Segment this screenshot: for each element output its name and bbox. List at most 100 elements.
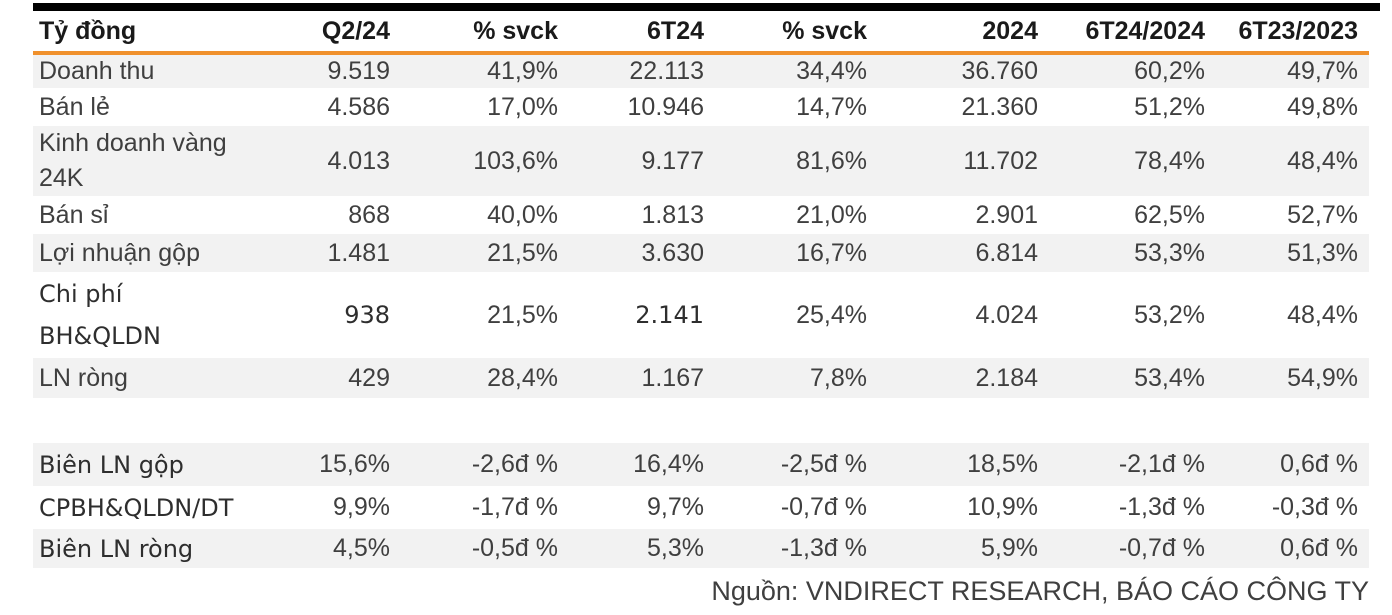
cell-value: 53,4% xyxy=(1134,363,1205,392)
header-6t24-vs-2024: 6T24/2024 xyxy=(1085,16,1205,45)
row-label xyxy=(33,398,248,443)
cell-value: 51,2% xyxy=(1134,92,1205,121)
row-label: Bán sỉ xyxy=(39,200,109,229)
cell-value: 5,9% xyxy=(981,534,1038,562)
header-6t24: 6T24 xyxy=(647,16,704,45)
cell-value: 62,5% xyxy=(1134,200,1205,229)
cell-value: -0,3đ % xyxy=(1271,493,1358,521)
cell-value: 3.630 xyxy=(641,238,704,267)
cell-value: 25,4% xyxy=(796,300,867,329)
cell-value: 40,0% xyxy=(487,200,558,229)
cell-value: 0,6đ % xyxy=(1280,534,1358,562)
cell-value: 16,4% xyxy=(633,450,704,478)
table-row-bien-ln-gop: Biên LN gộp 15,6% -2,6đ % 16,4% -2,5đ % … xyxy=(33,443,1369,486)
cell-value: 1.167 xyxy=(641,363,704,392)
cell-value: -1,7đ % xyxy=(471,493,558,521)
table-header: Tỷ đồng Q2/24 % svck 6T24 % svck 2024 6T… xyxy=(33,11,1369,53)
cell-value: 48,4% xyxy=(1287,146,1358,175)
table-row-spacer xyxy=(33,398,1369,443)
header-2024: 2024 xyxy=(982,16,1038,45)
cell-value: 18,5% xyxy=(967,450,1038,478)
cell-value: -0,7đ % xyxy=(780,493,867,521)
cell-value: 21,5% xyxy=(487,300,558,329)
row-label: Lợi nhuận gộp xyxy=(39,238,200,267)
row-label: Bán lẻ xyxy=(39,92,110,121)
cell-value xyxy=(558,398,704,443)
cell-value: 4.024 xyxy=(975,300,1038,329)
source-attribution: Nguồn: VNDIRECT RESEARCH, BÁO CÁO CÔNG T… xyxy=(711,576,1369,606)
cell-value: 2.184 xyxy=(975,363,1038,392)
cell-value: 28,4% xyxy=(487,363,558,392)
cell-value: 49,7% xyxy=(1287,57,1358,85)
cell-value: 868 xyxy=(348,200,390,229)
table-body: Doanh thu 9.519 41,9% 22.113 34,4% 36.76… xyxy=(33,53,1369,568)
cell-value: 7,8% xyxy=(810,363,867,392)
header-q2-24: Q2/24 xyxy=(321,16,390,45)
cell-value: 48,4% xyxy=(1287,300,1358,329)
financial-results-table: Tỷ đồng Q2/24 % svck 6T24 % svck 2024 6T… xyxy=(33,11,1369,568)
cell-value: 2.901 xyxy=(975,200,1038,229)
cell-value xyxy=(1205,398,1369,443)
cell-value: 10.946 xyxy=(627,92,704,121)
table-row-bien-ln-rong: Biên LN ròng 4,5% -0,5đ % 5,3% -1,3đ % 5… xyxy=(33,529,1369,568)
table-row-chi-phi-bh-qldn: Chi phí BH&QLDN 938 21,5% 2.141 25,4% 4.… xyxy=(33,272,1369,358)
row-label: LN ròng xyxy=(39,363,128,392)
cell-value: -0,7đ % xyxy=(1118,534,1205,562)
header-row: Tỷ đồng Q2/24 % svck 6T24 % svck 2024 6T… xyxy=(33,11,1369,53)
cell-value: 103,6% xyxy=(473,146,558,175)
cell-value xyxy=(1038,398,1205,443)
cell-value: 34,4% xyxy=(796,57,867,85)
cell-value: 53,3% xyxy=(1134,238,1205,267)
cell-value: 41,9% xyxy=(487,57,558,85)
header-yoy-6t: % svck xyxy=(782,16,867,45)
row-label: Kinh doanh vàng 24K xyxy=(39,129,227,192)
cell-value: 429 xyxy=(348,363,390,392)
header-unit: Tỷ đồng xyxy=(39,16,137,45)
cell-value: 9,9% xyxy=(333,493,390,521)
cell-value: -1,3đ % xyxy=(1118,493,1205,521)
cell-value: 9.519 xyxy=(327,57,390,85)
cell-value: 4,5% xyxy=(333,534,390,562)
cell-value: 14,7% xyxy=(796,92,867,121)
cell-value: -2,1đ % xyxy=(1118,450,1205,478)
cell-value: 16,7% xyxy=(796,238,867,267)
table-row-cpbh-qldn-dt: CPBH&QLDN/DT 9,9% -1,7đ % 9,7% -0,7đ % 1… xyxy=(33,486,1369,529)
cell-value: 17,0% xyxy=(487,92,558,121)
table-row-kinh-doanh-vang-24k: Kinh doanh vàng 24K 4.013 103,6% 9.177 8… xyxy=(33,126,1369,196)
cell-value: 81,6% xyxy=(796,146,867,175)
cell-value: 21,0% xyxy=(796,200,867,229)
row-label: Chi phí BH&QLDN xyxy=(39,280,161,350)
cell-value: 49,8% xyxy=(1287,92,1358,121)
header-yoy-q2: % svck xyxy=(473,16,558,45)
cell-value: 52,7% xyxy=(1287,200,1358,229)
row-label: CPBH&QLDN/DT xyxy=(39,493,234,522)
cell-value: 4.586 xyxy=(327,92,390,121)
table-row-ban-si: Bán sỉ 868 40,0% 1.813 21,0% 2.901 62,5%… xyxy=(33,196,1369,234)
cell-value: 9,7% xyxy=(647,493,704,521)
cell-value: 1.813 xyxy=(641,200,704,229)
cell-value: 78,4% xyxy=(1134,146,1205,175)
cell-value xyxy=(704,398,867,443)
cell-value xyxy=(248,398,390,443)
cell-value: 11.702 xyxy=(963,146,1038,175)
cell-value: 10,9% xyxy=(967,493,1038,521)
cell-value: 938 xyxy=(344,301,390,329)
table-row-loi-nhuan-gop: Lợi nhuận gộp 1.481 21,5% 3.630 16,7% 6.… xyxy=(33,234,1369,272)
cell-value: 53,2% xyxy=(1134,300,1205,329)
cell-value: 36.760 xyxy=(961,57,1038,85)
cell-value: 60,2% xyxy=(1134,57,1205,85)
table-row-ln-rong: LN ròng 429 28,4% 1.167 7,8% 2.184 53,4%… xyxy=(33,358,1369,398)
cell-value: -0,5đ % xyxy=(471,534,558,562)
header-6t23-vs-2023: 6T23/2023 xyxy=(1238,16,1358,45)
cell-value: 51,3% xyxy=(1287,238,1358,267)
cell-value: 21,5% xyxy=(487,238,558,267)
table-top-border xyxy=(33,3,1380,11)
cell-value: 9.177 xyxy=(641,146,704,175)
cell-value: 4.013 xyxy=(327,146,390,175)
row-label: Biên LN ròng xyxy=(39,534,194,563)
row-label: Doanh thu xyxy=(39,57,155,85)
cell-value: -2,5đ % xyxy=(780,450,867,478)
cell-value: 2.141 xyxy=(635,301,704,329)
cell-value xyxy=(867,398,1038,443)
